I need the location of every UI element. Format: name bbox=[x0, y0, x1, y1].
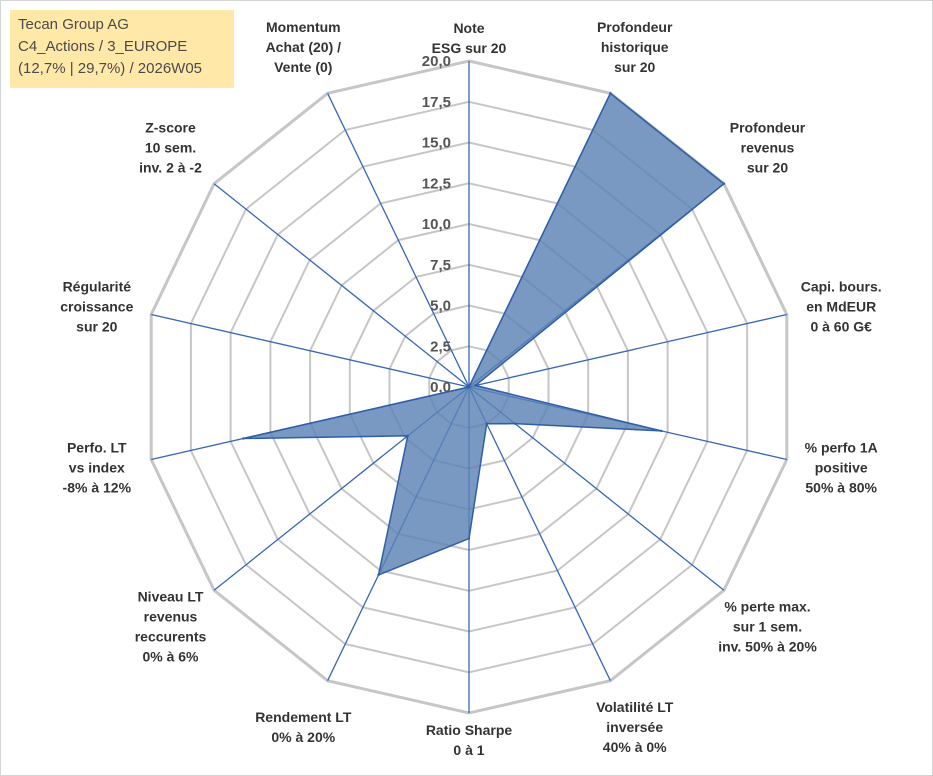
data-point-6 bbox=[513, 422, 517, 425]
axis-label-1: Note ESG sur 20 bbox=[432, 20, 507, 56]
company-name: Tecan Group AG bbox=[18, 16, 129, 33]
axis-label-line: 0% à 20% bbox=[271, 729, 335, 745]
tick-label-3: 7,5 bbox=[430, 257, 451, 274]
axis-label-line: % perte max. bbox=[724, 599, 810, 615]
axis-label-line: % perfo 1A bbox=[805, 440, 878, 456]
axis-label-line: historique bbox=[601, 39, 669, 55]
axis-label-line: Profondeur bbox=[597, 19, 673, 35]
spoke-14 bbox=[327, 93, 470, 388]
axis-label-line: inversée bbox=[606, 719, 663, 735]
axis-label-8: Ratio Sharpe 0 à 1 bbox=[426, 722, 513, 758]
axis-label-line: Momentum bbox=[266, 19, 341, 35]
axis-label-line: Capi. bours. bbox=[801, 278, 882, 294]
axis-label-line: inv. 50% à 20% bbox=[718, 639, 817, 655]
data-point-7 bbox=[485, 422, 488, 425]
axis-label-line: Note bbox=[453, 20, 484, 36]
spoke-7 bbox=[468, 386, 611, 681]
data-point-10 bbox=[406, 434, 409, 437]
axis-label-line: -8% à 12% bbox=[63, 480, 132, 496]
axis-label-line: Ratio Sharpe bbox=[426, 722, 513, 738]
performance-stats: (12,7% | 29,7%) / 2026W05 bbox=[18, 60, 202, 77]
axis-label-10: Niveau LT revenus reccurents 0% à 6% bbox=[135, 589, 207, 665]
tick-label-1: 2,5 bbox=[430, 338, 451, 355]
axis-label-line: 0 à 1 bbox=[453, 742, 484, 758]
axis-label-line: revenus bbox=[741, 139, 795, 155]
data-point-14 bbox=[467, 385, 471, 389]
axis-label-2: Profondeur historique sur 20 bbox=[597, 19, 673, 75]
axis-label-line: reccurents bbox=[135, 629, 207, 645]
spoke-13 bbox=[213, 183, 470, 388]
axis-label-7: Volatilité LT inversée 40% à 0% bbox=[596, 699, 674, 755]
axis-label-14: Momentum Achat (20) / Vente (0) bbox=[266, 19, 342, 75]
axis-label-line: Profondeur bbox=[730, 119, 806, 135]
tick-label-5: 12,5 bbox=[422, 175, 451, 192]
axis-label-line: revenus bbox=[144, 609, 198, 625]
data-point-5 bbox=[660, 429, 663, 433]
axis-label-line: Vente (0) bbox=[274, 59, 332, 75]
portfolio-path: C4_Actions / 3_EUROPE bbox=[18, 38, 188, 55]
axis-label-line: 50% à 80% bbox=[805, 480, 877, 496]
axis-label-line: Régularité bbox=[63, 278, 132, 294]
axis-label-line: vs index bbox=[69, 460, 125, 476]
tick-label-7: 17,5 bbox=[422, 94, 451, 111]
axis-label-4: Capi. bours. en MdEUR 0 à 60 G€ bbox=[801, 278, 882, 334]
data-point-9 bbox=[377, 573, 380, 577]
axis-label-line: Z-score bbox=[145, 119, 196, 135]
axis-label-line: Perfo. LT bbox=[67, 440, 127, 456]
axis-label-6: % perte max. sur 1 sem. inv. 50% à 20% bbox=[718, 599, 817, 655]
axis-label-line: croissance bbox=[60, 298, 133, 314]
axis-label-line: 10 sem. bbox=[145, 139, 196, 155]
axis-label-3: Profondeur revenus sur 20 bbox=[730, 119, 806, 175]
axis-label-line: sur 20 bbox=[614, 59, 655, 75]
tick-label-6: 15,0 bbox=[422, 135, 451, 152]
data-point-4 bbox=[474, 384, 477, 387]
spoke-4 bbox=[468, 313, 787, 388]
tick-label-8: 20,0 bbox=[422, 53, 451, 70]
info-box: Tecan Group AG C4_Actions / 3_EUROPE (12… bbox=[10, 10, 234, 88]
axis-label-line: sur 1 sem. bbox=[733, 619, 802, 635]
axis-label-line: positive bbox=[815, 460, 868, 476]
tick-label-0: 0,0 bbox=[430, 379, 451, 396]
axis-label-line: 0 à 60 G€ bbox=[810, 318, 872, 334]
axis-label-line: ESG sur 20 bbox=[432, 40, 507, 56]
axis-label-line: sur 20 bbox=[76, 318, 117, 334]
axis-label-line: sur 20 bbox=[747, 159, 788, 175]
tick-label-4: 10,0 bbox=[422, 216, 451, 233]
axis-label-line: Niveau LT bbox=[138, 589, 204, 605]
axis-label-line: Rendement LT bbox=[255, 709, 352, 725]
tick-label-2: 5,0 bbox=[430, 298, 451, 315]
data-point-2 bbox=[609, 92, 612, 95]
axis-label-5: % perfo 1A positive 50% à 80% bbox=[805, 440, 878, 496]
axis-label-line: en MdEUR bbox=[806, 298, 876, 314]
axis-label-11: Perfo. LT vs index -8% à 12% bbox=[63, 440, 132, 496]
axis-label-13: Z-score 10 sem. inv. 2 à -2 bbox=[139, 119, 202, 175]
axis-label-line: 0% à 6% bbox=[142, 649, 199, 665]
data-point-8 bbox=[467, 537, 471, 540]
axis-label-12: Régularité croissance sur 20 bbox=[60, 278, 133, 334]
axis-label-9: Rendement LT 0% à 20% bbox=[255, 709, 352, 745]
data-point-3 bbox=[722, 182, 726, 185]
axis-label-line: Achat (20) / bbox=[266, 39, 342, 55]
data-series-area bbox=[242, 92, 725, 576]
axis-label-line: Volatilité LT bbox=[596, 699, 674, 715]
axis-label-line: 40% à 0% bbox=[603, 739, 667, 755]
data-point-11 bbox=[242, 437, 245, 440]
axis-label-line: inv. 2 à -2 bbox=[139, 159, 202, 175]
spoke-12 bbox=[151, 313, 470, 388]
